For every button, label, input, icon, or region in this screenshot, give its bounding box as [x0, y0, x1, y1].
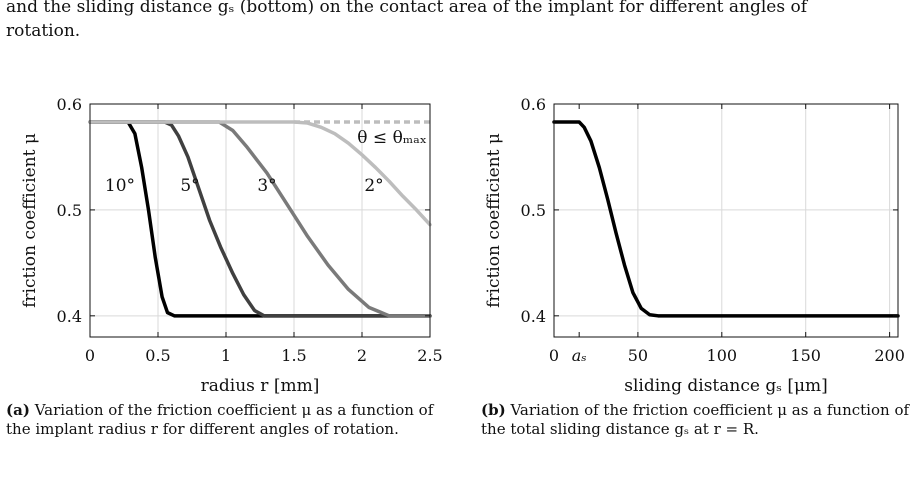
series-label-3deg: 3°: [257, 176, 276, 196]
y-tick-label: 0.6: [521, 95, 546, 114]
caption-b-label: (b): [481, 401, 506, 419]
x-tick-label: aₛ: [572, 346, 587, 365]
caption-b: (b) Variation of the friction coefficien…: [481, 401, 911, 439]
theta-max-label: θ ≤ θₘₐₓ: [357, 128, 427, 148]
x-axis-label: radius r [mm]: [201, 376, 320, 396]
intro-text-line1: and the sliding distance gₛ (bottom) on …: [6, 0, 808, 17]
series-line-2: [88, 120, 432, 318]
y-axis-label: friction coefficient μ: [484, 133, 504, 308]
y-axis-label: friction coefficient μ: [20, 133, 40, 308]
x-tick-label: 2.5: [417, 346, 442, 365]
x-tick-label: 50: [628, 346, 648, 365]
y-tick-label: 0.4: [57, 307, 82, 326]
plot-frame: [89, 103, 431, 338]
x-tick-label: 2: [357, 346, 367, 365]
y-tick-label: 0.4: [521, 307, 546, 326]
chart-b: 0 aₛ 50 100 150 200 0.4 0.5 0.6 sliding distance …: [484, 95, 905, 396]
x-tick-label: 0: [85, 346, 95, 365]
intro-text-line2: rotation.: [6, 21, 81, 41]
x-tick-label: 0: [549, 346, 559, 365]
y-tick-label: 0.5: [521, 201, 546, 220]
x-tick-label: 200: [874, 346, 905, 365]
y-tick-label: 0.5: [57, 201, 82, 220]
plot-frame: [553, 103, 899, 338]
caption-a-label: (a): [6, 401, 30, 419]
caption-a-text: Variation of the friction coefficient μ …: [6, 401, 434, 438]
series-line-1: [88, 120, 432, 318]
series-label-10deg: 10°: [105, 176, 135, 196]
x-axis-label: sliding distance gₛ [μm]: [624, 376, 828, 396]
x-tick-label: 1.5: [281, 346, 306, 365]
caption-b-text: Variation of the friction coefficient μ …: [481, 401, 910, 438]
x-tick-label: 150: [790, 346, 821, 365]
x-tick-label: 100: [707, 346, 738, 365]
y-tick-label: 0.6: [57, 95, 82, 114]
x-tick-label: 0.5: [145, 346, 170, 365]
series-line-4: [88, 120, 432, 227]
x-tick-label: 1: [221, 346, 231, 365]
series-label-5deg: 5°: [180, 176, 199, 196]
caption-a: (a) Variation of the friction coefficien…: [6, 401, 441, 439]
series-label-2deg: 2°: [364, 176, 383, 196]
series-line-1: [552, 120, 900, 318]
series-line-3: [88, 120, 432, 318]
chart-a: 0 0.5 1 1.5 2 2.5 0.4 0.5 0.6 radius r [mm] fricti…: [20, 95, 443, 396]
